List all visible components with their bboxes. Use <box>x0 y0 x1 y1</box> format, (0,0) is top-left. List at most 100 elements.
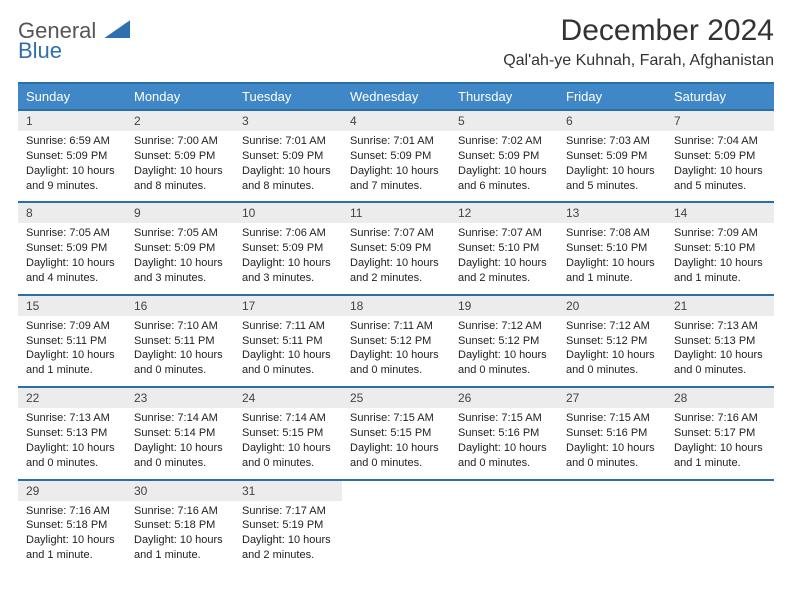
calendar-cell: 26Sunrise: 7:15 AMSunset: 5:16 PMDayligh… <box>450 388 558 478</box>
sunset-line: Sunset: 5:10 PM <box>458 241 550 256</box>
daylight-line: Daylight: 10 hours and 0 minutes. <box>26 441 118 471</box>
day-body: Sunrise: 7:07 AMSunset: 5:10 PMDaylight:… <box>450 223 558 293</box>
day-body: Sunrise: 7:14 AMSunset: 5:14 PMDaylight:… <box>126 408 234 478</box>
calendar-cell: 27Sunrise: 7:15 AMSunset: 5:16 PMDayligh… <box>558 388 666 478</box>
daylight-line: Daylight: 10 hours and 0 minutes. <box>350 441 442 471</box>
calendar-week: 8Sunrise: 7:05 AMSunset: 5:09 PMDaylight… <box>18 201 774 293</box>
calendar-cell: 16Sunrise: 7:10 AMSunset: 5:11 PMDayligh… <box>126 296 234 386</box>
sunset-line: Sunset: 5:09 PM <box>242 241 334 256</box>
sunrise-line: Sunrise: 7:16 AM <box>674 411 766 426</box>
day-body: Sunrise: 7:16 AMSunset: 5:18 PMDaylight:… <box>18 501 126 571</box>
sunset-line: Sunset: 5:15 PM <box>350 426 442 441</box>
sunrise-line: Sunrise: 7:06 AM <box>242 226 334 241</box>
brand-text: General Blue <box>18 20 130 61</box>
daylight-line: Daylight: 10 hours and 6 minutes. <box>458 164 550 194</box>
sunrise-line: Sunrise: 7:11 AM <box>242 319 334 334</box>
sunrise-line: Sunrise: 7:15 AM <box>566 411 658 426</box>
daylight-line: Daylight: 10 hours and 9 minutes. <box>26 164 118 194</box>
sunset-line: Sunset: 5:11 PM <box>134 334 226 349</box>
day-body: Sunrise: 7:13 AMSunset: 5:13 PMDaylight:… <box>18 408 126 478</box>
day-body: Sunrise: 7:17 AMSunset: 5:19 PMDaylight:… <box>234 501 342 571</box>
sunset-line: Sunset: 5:09 PM <box>350 149 442 164</box>
calendar-week: 1Sunrise: 6:59 AMSunset: 5:09 PMDaylight… <box>18 109 774 201</box>
calendar-cell: 2Sunrise: 7:00 AMSunset: 5:09 PMDaylight… <box>126 111 234 201</box>
day-name: Monday <box>126 84 234 109</box>
sunset-line: Sunset: 5:16 PM <box>458 426 550 441</box>
calendar-cell: .. <box>342 481 450 571</box>
calendar-cell: 17Sunrise: 7:11 AMSunset: 5:11 PMDayligh… <box>234 296 342 386</box>
sunrise-line: Sunrise: 7:16 AM <box>134 504 226 519</box>
day-body: Sunrise: 7:14 AMSunset: 5:15 PMDaylight:… <box>234 408 342 478</box>
sunrise-line: Sunrise: 7:11 AM <box>350 319 442 334</box>
sunrise-line: Sunrise: 7:09 AM <box>26 319 118 334</box>
calendar-cell: 11Sunrise: 7:07 AMSunset: 5:09 PMDayligh… <box>342 203 450 293</box>
day-body: Sunrise: 7:01 AMSunset: 5:09 PMDaylight:… <box>234 131 342 201</box>
day-number: 25 <box>342 388 450 408</box>
sunset-line: Sunset: 5:12 PM <box>350 334 442 349</box>
sunset-line: Sunset: 5:16 PM <box>566 426 658 441</box>
daylight-line: Daylight: 10 hours and 0 minutes. <box>566 348 658 378</box>
day-body: Sunrise: 7:11 AMSunset: 5:12 PMDaylight:… <box>342 316 450 386</box>
day-body: Sunrise: 7:05 AMSunset: 5:09 PMDaylight:… <box>126 223 234 293</box>
calendar-cell: .. <box>450 481 558 571</box>
sunset-line: Sunset: 5:09 PM <box>134 241 226 256</box>
daylight-line: Daylight: 10 hours and 2 minutes. <box>350 256 442 286</box>
sunset-line: Sunset: 5:17 PM <box>674 426 766 441</box>
calendar-cell: 5Sunrise: 7:02 AMSunset: 5:09 PMDaylight… <box>450 111 558 201</box>
day-number: 1 <box>18 111 126 131</box>
calendar-week: 22Sunrise: 7:13 AMSunset: 5:13 PMDayligh… <box>18 386 774 478</box>
day-body: Sunrise: 7:04 AMSunset: 5:09 PMDaylight:… <box>666 131 774 201</box>
daylight-line: Daylight: 10 hours and 2 minutes. <box>458 256 550 286</box>
sunrise-line: Sunrise: 7:16 AM <box>26 504 118 519</box>
daylight-line: Daylight: 10 hours and 8 minutes. <box>242 164 334 194</box>
day-number: 10 <box>234 203 342 223</box>
sunset-line: Sunset: 5:09 PM <box>134 149 226 164</box>
daylight-line: Daylight: 10 hours and 0 minutes. <box>242 441 334 471</box>
calendar-cell: 7Sunrise: 7:04 AMSunset: 5:09 PMDaylight… <box>666 111 774 201</box>
day-body: Sunrise: 7:15 AMSunset: 5:16 PMDaylight:… <box>558 408 666 478</box>
calendar-cell: 22Sunrise: 7:13 AMSunset: 5:13 PMDayligh… <box>18 388 126 478</box>
calendar: SundayMondayTuesdayWednesdayThursdayFrid… <box>18 82 774 571</box>
calendar-cell: 13Sunrise: 7:08 AMSunset: 5:10 PMDayligh… <box>558 203 666 293</box>
day-name: Wednesday <box>342 84 450 109</box>
day-name: Friday <box>558 84 666 109</box>
calendar-cell: 25Sunrise: 7:15 AMSunset: 5:15 PMDayligh… <box>342 388 450 478</box>
day-body: Sunrise: 7:00 AMSunset: 5:09 PMDaylight:… <box>126 131 234 201</box>
day-number: 13 <box>558 203 666 223</box>
daylight-line: Daylight: 10 hours and 0 minutes. <box>134 441 226 471</box>
calendar-cell: 12Sunrise: 7:07 AMSunset: 5:10 PMDayligh… <box>450 203 558 293</box>
calendar-cell: 18Sunrise: 7:11 AMSunset: 5:12 PMDayligh… <box>342 296 450 386</box>
sunset-line: Sunset: 5:18 PM <box>134 518 226 533</box>
day-name: Thursday <box>450 84 558 109</box>
sunset-line: Sunset: 5:09 PM <box>242 149 334 164</box>
day-number: 21 <box>666 296 774 316</box>
calendar-cell: 4Sunrise: 7:01 AMSunset: 5:09 PMDaylight… <box>342 111 450 201</box>
daylight-line: Daylight: 10 hours and 0 minutes. <box>674 348 766 378</box>
sunrise-line: Sunrise: 7:05 AM <box>26 226 118 241</box>
daylight-line: Daylight: 10 hours and 8 minutes. <box>134 164 226 194</box>
page-title: December 2024 <box>503 14 774 48</box>
day-number: 27 <box>558 388 666 408</box>
calendar-cell: 29Sunrise: 7:16 AMSunset: 5:18 PMDayligh… <box>18 481 126 571</box>
sunrise-line: Sunrise: 7:00 AM <box>134 134 226 149</box>
day-names-row: SundayMondayTuesdayWednesdayThursdayFrid… <box>18 84 774 109</box>
day-body: Sunrise: 7:16 AMSunset: 5:18 PMDaylight:… <box>126 501 234 571</box>
sunrise-line: Sunrise: 7:09 AM <box>674 226 766 241</box>
day-number: 20 <box>558 296 666 316</box>
sunset-line: Sunset: 5:09 PM <box>26 149 118 164</box>
brand-logo: General Blue <box>18 14 130 61</box>
day-number: 2 <box>126 111 234 131</box>
day-body: Sunrise: 6:59 AMSunset: 5:09 PMDaylight:… <box>18 131 126 201</box>
day-number: 15 <box>18 296 126 316</box>
daylight-line: Daylight: 10 hours and 1 minute. <box>566 256 658 286</box>
calendar-cell: 10Sunrise: 7:06 AMSunset: 5:09 PMDayligh… <box>234 203 342 293</box>
calendar-cell: 1Sunrise: 6:59 AMSunset: 5:09 PMDaylight… <box>18 111 126 201</box>
day-body: Sunrise: 7:12 AMSunset: 5:12 PMDaylight:… <box>558 316 666 386</box>
day-body: Sunrise: 7:13 AMSunset: 5:13 PMDaylight:… <box>666 316 774 386</box>
sunrise-line: Sunrise: 7:07 AM <box>350 226 442 241</box>
sunset-line: Sunset: 5:13 PM <box>26 426 118 441</box>
day-body: Sunrise: 7:10 AMSunset: 5:11 PMDaylight:… <box>126 316 234 386</box>
sunset-line: Sunset: 5:09 PM <box>566 149 658 164</box>
sunrise-line: Sunrise: 7:14 AM <box>242 411 334 426</box>
day-body: Sunrise: 7:15 AMSunset: 5:15 PMDaylight:… <box>342 408 450 478</box>
